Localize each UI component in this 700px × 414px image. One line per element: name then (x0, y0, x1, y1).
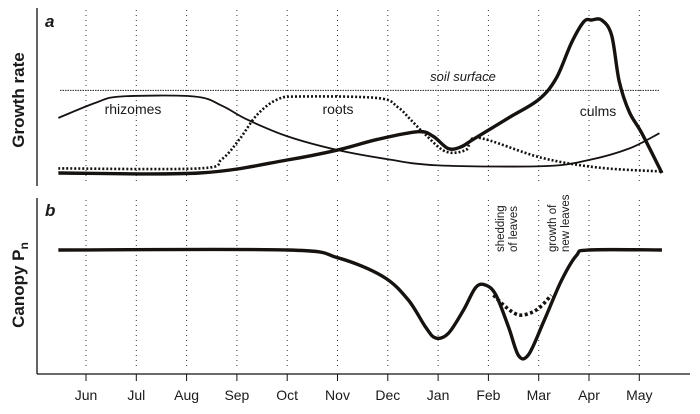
x-tick-label: Dec (375, 387, 400, 403)
x-tick-label: Nov (325, 387, 350, 403)
svg-text:of leaves: of leaves (508, 206, 520, 252)
panel-a-ylabel: Growth rate (9, 52, 28, 147)
x-tick-label: Jul (127, 387, 145, 403)
series-rhizomes (57, 94, 660, 168)
svg-text:new leaves: new leaves (560, 194, 572, 252)
series-roots (58, 95, 663, 173)
culms-label: culms (580, 103, 617, 119)
series-canopy-pn-alternative- (492, 293, 553, 317)
panel-a-letter: a (45, 12, 54, 31)
x-tick-label: Oct (276, 387, 298, 403)
x-tick-label: Feb (476, 387, 500, 403)
x-tick-label: Mar (527, 387, 551, 403)
growth-annotation: growth of new leaves (547, 194, 572, 252)
panel-b-ylabel: Canopy Pn (9, 242, 31, 328)
roots-label: roots (322, 101, 353, 117)
svg-text:growth of: growth of (547, 204, 559, 252)
x-tick-label: Sep (224, 387, 249, 403)
panel-b-letter: b (45, 201, 55, 220)
series-canopy-pn (58, 247, 662, 361)
soil-surface-label: soil surface (430, 69, 496, 84)
x-tick-label: May (626, 387, 652, 403)
svg-text:shedding: shedding (495, 205, 507, 252)
shedding-annotation: shedding of leaves (495, 205, 520, 252)
x-tick-label: Jun (75, 387, 98, 403)
x-tick-label: Apr (578, 387, 600, 403)
series-culms (58, 17, 664, 176)
x-tick-label: Aug (174, 387, 199, 403)
x-tick-label: Jan (427, 387, 450, 403)
rhizomes-label: rhizomes (105, 101, 162, 117)
